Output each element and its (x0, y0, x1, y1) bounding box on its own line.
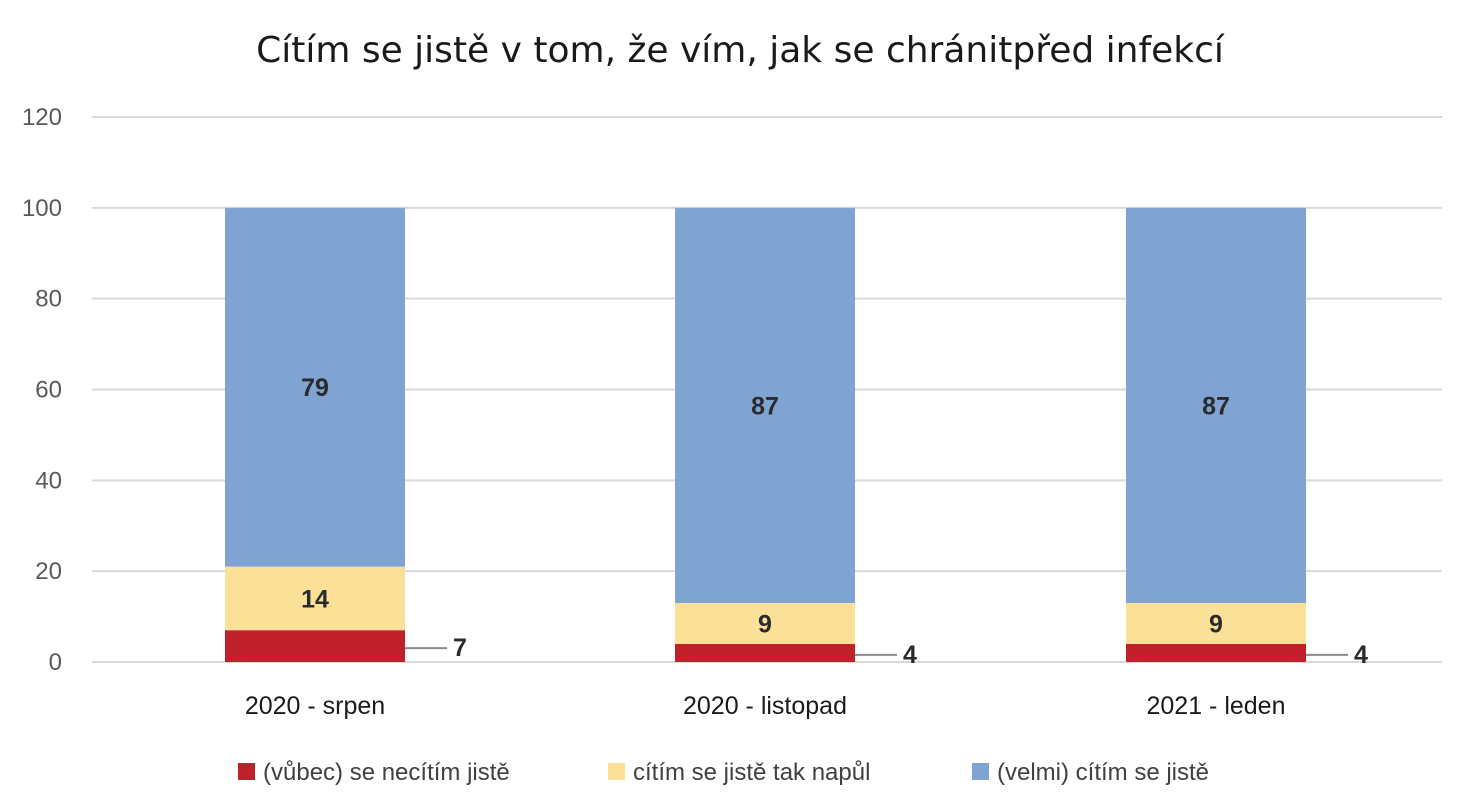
data-label: 87 (1202, 392, 1230, 420)
data-label: 87 (751, 392, 779, 420)
y-tick-label: 100 (22, 195, 62, 222)
y-tick-label: 80 (35, 286, 62, 313)
x-tick-label: 2020 - srpen (245, 692, 385, 720)
data-label: 4 (1354, 641, 1368, 669)
y-tick-label: 60 (35, 377, 62, 404)
bar-segment (675, 207, 855, 603)
legend-label: (vůbec) se necítím jistě (263, 759, 510, 786)
data-label: 9 (758, 610, 772, 638)
data-label: 79 (301, 374, 329, 402)
bar-segment (1126, 643, 1306, 662)
bar-segment (1126, 602, 1306, 644)
legend-swatch (608, 763, 625, 780)
y-tick-label: 120 (22, 104, 62, 131)
x-axis-ticks: 2020 - srpen 2020 - listopad 2021 - leden (245, 692, 1286, 720)
y-tick-label: 40 (35, 467, 62, 494)
bar-segment (225, 566, 405, 631)
legend-label: cítím se jistě tak napůl (633, 759, 870, 786)
data-label: 9 (1209, 610, 1223, 638)
y-tick-label: 0 (49, 649, 62, 676)
x-tick-label: 2020 - listopad (683, 692, 847, 720)
data-label: 7 (453, 634, 467, 662)
data-label: 14 (301, 585, 329, 613)
bar-segment (675, 602, 855, 644)
bar-segment (225, 207, 405, 567)
legend-swatch (238, 763, 255, 780)
legend-swatch (972, 763, 989, 780)
legend-label: (velmi) cítím se jistě (997, 759, 1209, 786)
bars (225, 207, 1306, 662)
chart-title: Cítím se jistě v tom, že vím, jak se chr… (256, 30, 1225, 71)
bar-segment (675, 643, 855, 662)
bar-segment (225, 630, 405, 662)
y-axis-ticks: 0 20 40 60 80 100 120 (22, 104, 62, 676)
data-label: 4 (903, 641, 917, 669)
legend: (vůbec) se necítím jistě cítím se jistě t… (238, 759, 1209, 786)
bar-segment (1126, 207, 1306, 603)
data-labels: 7 14 79 4 9 87 4 9 87 (301, 374, 1368, 669)
x-tick-label: 2021 - leden (1146, 692, 1285, 720)
y-tick-label: 20 (35, 558, 62, 585)
